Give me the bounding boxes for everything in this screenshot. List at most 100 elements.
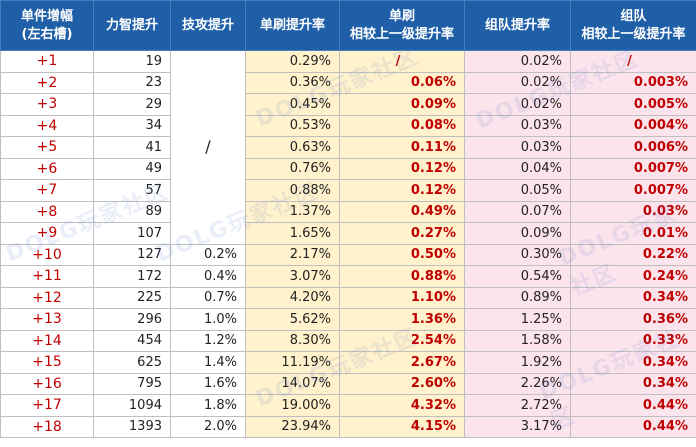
table-row: +12 225 0.7% 4.20% 1.10% 0.89% 0.34%	[0, 286, 696, 309]
header-solo-delta: 单刷 相较上一级提升率	[339, 0, 465, 51]
table-row: +8 89 1.37% 0.49% 0.07% 0.03%	[0, 200, 696, 223]
table-row: +6 49 0.76% 0.12% 0.04% 0.007%	[0, 157, 696, 180]
level-cell: +16	[0, 372, 94, 395]
skill-cell: 2.0%	[170, 415, 246, 438]
team-delta-cell: 0.34%	[570, 286, 696, 309]
header-team-delta: 组队 相较上一级提升率	[570, 0, 696, 51]
table-row: +1 19/0.29%/0.02% /	[0, 50, 696, 245]
team-delta-cell: 0.006%	[570, 136, 696, 159]
stat-cell: 23	[93, 71, 171, 94]
level-cell: +10	[0, 243, 94, 266]
level-cell: +9	[0, 222, 94, 245]
level-cell: +18	[0, 415, 94, 438]
header-solo: 单刷提升率	[245, 0, 340, 51]
team-rate-cell: 1.58%	[464, 329, 571, 352]
header-team-delta-line1: 组队	[620, 8, 647, 24]
stat-cell: 625	[93, 351, 171, 374]
team-rate-cell: 0.02%	[464, 93, 571, 116]
team-delta-cell: 0.004%	[570, 114, 696, 137]
solo-delta-cell: 1.36%	[339, 308, 465, 331]
level-cell: +6	[0, 157, 94, 180]
solo-rate-cell: 4.20%	[245, 286, 340, 309]
level-cell: +12	[0, 286, 94, 309]
solo-delta-cell: 0.09%	[339, 93, 465, 116]
stat-cell: 1094	[93, 394, 171, 417]
team-delta-cell: 0.44%	[570, 415, 696, 438]
stat-cell: 296	[93, 308, 171, 331]
table-row: +5 41 0.63% 0.11% 0.03% 0.006%	[0, 136, 696, 159]
solo-delta-cell: 0.08%	[339, 114, 465, 137]
solo-delta-cell: 0.88%	[339, 265, 465, 288]
stat-cell: 127	[93, 243, 171, 266]
table-body: +1 19/0.29%/0.02% / +2 23 0.36% 0.06% 0.02% 0.00…	[0, 50, 696, 438]
table-row: +18 1393 2.0% 23.94% 4.15% 3.17% 0.44%	[0, 415, 696, 438]
solo-rate-cell: 8.30%	[245, 329, 340, 352]
solo-rate-cell: 14.07%	[245, 372, 340, 395]
table-row: +14 454 1.2% 8.30% 2.54% 1.58% 0.33%	[0, 329, 696, 352]
solo-delta-cell: 1.10%	[339, 286, 465, 309]
team-delta-cell: 0.005%	[570, 93, 696, 116]
header-solo-delta-line2: 相较上一级提升率	[349, 26, 454, 42]
team-rate-cell: 0.02%	[464, 50, 571, 73]
solo-delta-cell: 2.67%	[339, 351, 465, 374]
solo-rate-cell: 23.94%	[245, 415, 340, 438]
team-delta-cell: 0.44%	[570, 394, 696, 417]
table-header: 单件增幅 (左右槽) 力智提升 技攻提升 单刷提升率 单刷 相较上一级提升率 组…	[0, 0, 696, 51]
solo-delta-cell: 4.15%	[339, 415, 465, 438]
team-delta-cell: 0.36%	[570, 308, 696, 331]
team-delta-cell: 0.24%	[570, 265, 696, 288]
stat-cell: 89	[93, 200, 171, 223]
stat-cell: 225	[93, 286, 171, 309]
solo-delta-cell: /	[339, 50, 465, 73]
table-row: +9 107 1.65% 0.27% 0.09% 0.01%	[0, 222, 696, 245]
table-row: +4 34 0.53% 0.08% 0.03% 0.004%	[0, 114, 696, 137]
solo-delta-cell: 0.12%	[339, 179, 465, 202]
solo-rate-cell: 3.07%	[245, 265, 340, 288]
solo-rate-cell: 0.88%	[245, 179, 340, 202]
level-cell: +5	[0, 136, 94, 159]
team-delta-cell: 0.34%	[570, 351, 696, 374]
table-row: +11 172 0.4% 3.07% 0.88% 0.54% 0.24%	[0, 265, 696, 288]
header-solo-delta-line1: 单刷	[388, 8, 415, 24]
solo-rate-cell: 5.62%	[245, 308, 340, 331]
team-rate-cell: 0.30%	[464, 243, 571, 266]
team-rate-cell: 0.02%	[464, 71, 571, 94]
team-rate-cell: 3.17%	[464, 415, 571, 438]
solo-rate-cell: 0.29%	[245, 50, 340, 73]
header-level: 单件增幅 (左右槽)	[0, 0, 94, 51]
solo-rate-cell: 2.17%	[245, 243, 340, 266]
stat-cell: 41	[93, 136, 171, 159]
table-row: +17 1094 1.8% 19.00% 4.32% 2.72% 0.44%	[0, 394, 696, 417]
solo-delta-cell: 0.12%	[339, 157, 465, 180]
header-row: 单件增幅 (左右槽) 力智提升 技攻提升 单刷提升率 单刷 相较上一级提升率 组…	[0, 0, 696, 51]
solo-rate-cell: 0.36%	[245, 71, 340, 94]
skill-cell: 1.4%	[170, 351, 246, 374]
level-cell: +8	[0, 200, 94, 223]
solo-delta-cell: 4.32%	[339, 394, 465, 417]
team-rate-cell: 0.07%	[464, 200, 571, 223]
team-rate-cell: 0.03%	[464, 136, 571, 159]
stat-cell: 57	[93, 179, 171, 202]
stat-cell: 19	[93, 50, 171, 73]
team-rate-cell: 2.72%	[464, 394, 571, 417]
team-rate-cell: 0.04%	[464, 157, 571, 180]
solo-delta-cell: 0.50%	[339, 243, 465, 266]
solo-rate-cell: 0.76%	[245, 157, 340, 180]
level-cell: +2	[0, 71, 94, 94]
skill-cell: 0.7%	[170, 286, 246, 309]
team-rate-cell: 0.09%	[464, 222, 571, 245]
enhancement-table: 单件增幅 (左右槽) 力智提升 技攻提升 单刷提升率 单刷 相较上一级提升率 组…	[0, 0, 696, 438]
skill-cell: 0.4%	[170, 265, 246, 288]
team-rate-cell: 0.03%	[464, 114, 571, 137]
team-delta-cell: 0.03%	[570, 200, 696, 223]
table-row: +2 23 0.36% 0.06% 0.02% 0.003%	[0, 71, 696, 94]
level-cell: +11	[0, 265, 94, 288]
stat-cell: 454	[93, 329, 171, 352]
header-stat: 力智提升	[93, 0, 171, 51]
table-row: +16 795 1.6% 14.07% 2.60% 2.26% 0.34%	[0, 372, 696, 395]
table-row: +13 296 1.0% 5.62% 1.36% 1.25% 0.36%	[0, 308, 696, 331]
level-cell: +1	[0, 50, 94, 73]
team-rate-cell: 2.26%	[464, 372, 571, 395]
table-row: +10 127 0.2% 2.17% 0.50% 0.30% 0.22%	[0, 243, 696, 266]
solo-rate-cell: 0.53%	[245, 114, 340, 137]
